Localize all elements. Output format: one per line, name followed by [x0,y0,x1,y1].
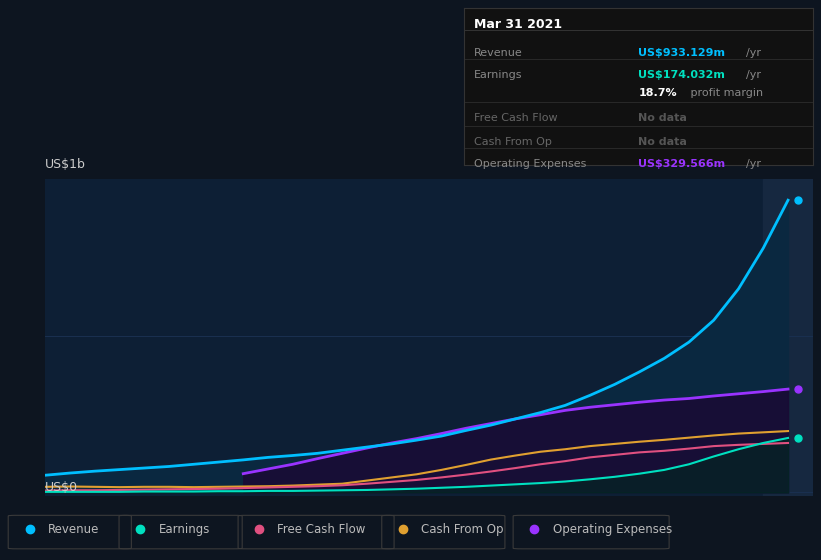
Text: Cash From Op: Cash From Op [421,523,503,536]
Text: /yr: /yr [745,48,761,58]
Text: Free Cash Flow: Free Cash Flow [475,114,558,123]
Bar [764,179,813,496]
Text: Revenue: Revenue [475,48,523,58]
Text: /yr: /yr [745,159,761,169]
Text: Earnings: Earnings [158,523,210,536]
Text: US$174.032m: US$174.032m [639,69,725,80]
Text: Free Cash Flow: Free Cash Flow [277,523,366,536]
Text: Earnings: Earnings [475,69,523,80]
Text: No data: No data [639,114,687,123]
Text: Mar 31 2021: Mar 31 2021 [475,18,562,31]
Text: Revenue: Revenue [48,523,99,536]
Text: profit margin: profit margin [687,88,764,99]
Text: Operating Expenses: Operating Expenses [475,159,587,169]
Text: US$933.129m: US$933.129m [639,48,725,58]
Text: US$0: US$0 [45,482,78,494]
Text: Cash From Op: Cash From Op [475,137,553,147]
Text: 18.7%: 18.7% [639,88,677,99]
Text: Operating Expenses: Operating Expenses [553,523,672,536]
Text: US$1b: US$1b [45,158,86,171]
Text: /yr: /yr [745,69,761,80]
Text: US$329.566m: US$329.566m [639,159,726,169]
Text: No data: No data [639,137,687,147]
